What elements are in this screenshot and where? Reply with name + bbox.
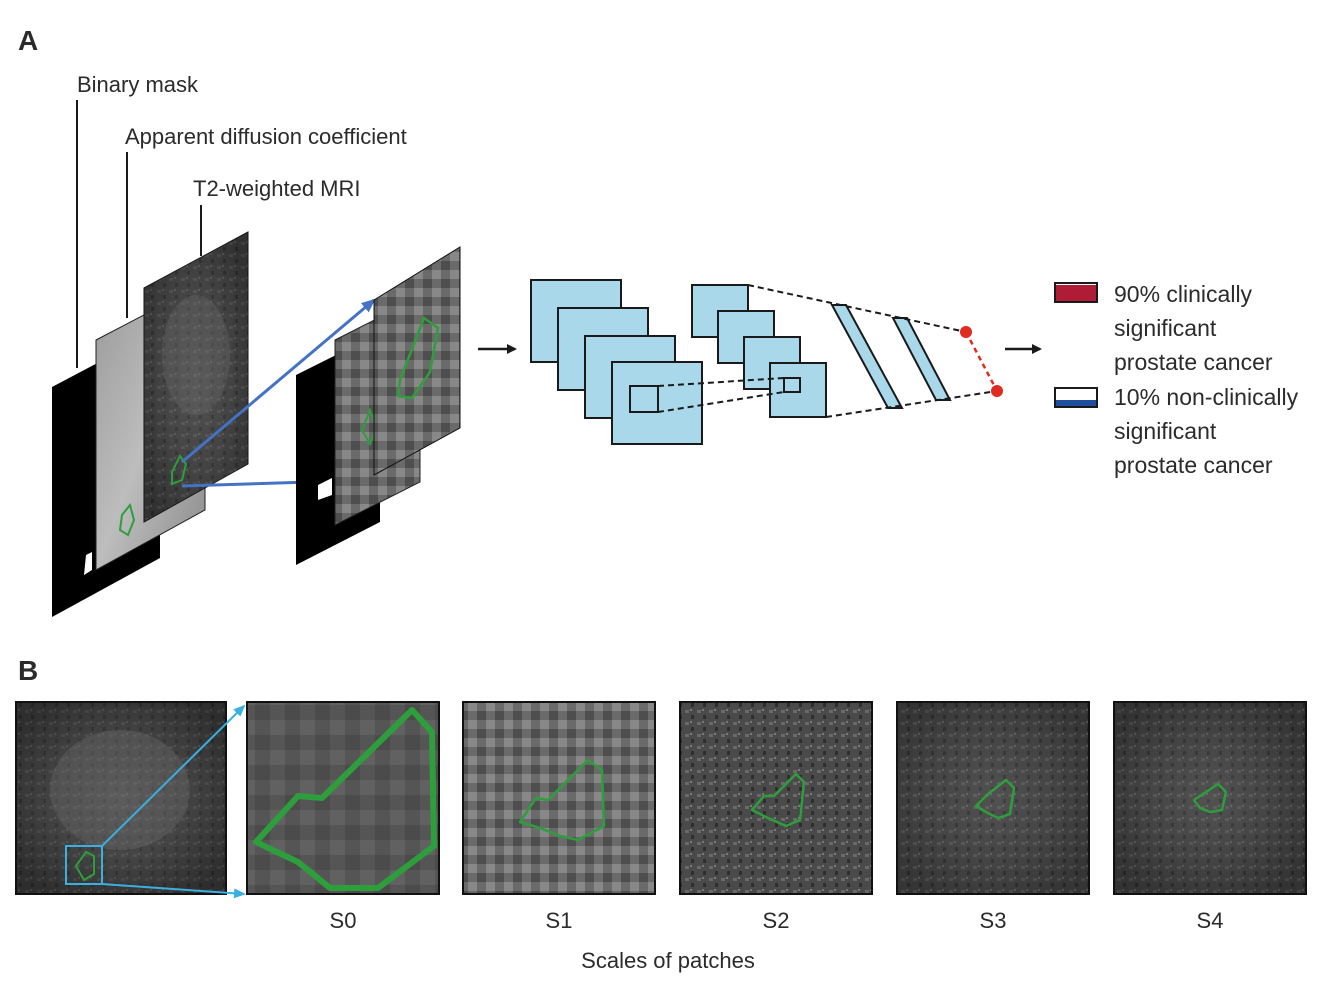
legend-swatch-significant-fill xyxy=(1056,285,1096,301)
patch-s3 xyxy=(896,701,1090,895)
overview-mri-border xyxy=(15,701,227,895)
legend-non-significant-line-2: significant xyxy=(1114,418,1217,444)
patch-s3-shading xyxy=(898,703,1088,893)
t2-contour xyxy=(171,454,188,486)
scale-label-s4: S4 xyxy=(1197,908,1224,933)
scales-caption: Scales of patches xyxy=(581,948,755,973)
label-binary-mask: Binary mask xyxy=(77,72,199,97)
fc-link-top xyxy=(747,284,967,333)
overview-mri xyxy=(15,701,227,895)
legend-non-significant-line-3: prostate cancer xyxy=(1114,452,1273,478)
projection-arrow-top xyxy=(181,298,376,464)
patch-s4-contour xyxy=(1192,782,1228,814)
t2-mri-shading xyxy=(144,232,248,522)
conv-kernel-1 xyxy=(629,385,659,413)
roi-box xyxy=(65,845,103,885)
input-image-stack xyxy=(52,231,249,617)
legend-significant-line-1: 90% clinically xyxy=(1114,281,1253,307)
panel-a-letter: A xyxy=(18,25,38,56)
overview-contour xyxy=(74,850,95,882)
legend-non-significant-line-1: 10% non-clinically xyxy=(1114,384,1299,410)
scale-label-s3: S3 xyxy=(980,908,1007,933)
patch-t2 xyxy=(373,246,461,476)
legend-significant-line-3: prostate cancer xyxy=(1114,349,1273,375)
pool-layer-4 xyxy=(769,362,827,418)
cnn-diagram xyxy=(530,279,1003,445)
overview-gland xyxy=(50,730,190,850)
patch-mask-white xyxy=(318,478,332,500)
kernel-link-top xyxy=(657,377,785,387)
patch-s0-image xyxy=(246,701,440,895)
legend-swatch-non-significant-fill xyxy=(1056,400,1096,406)
scale-label-s1: S1 xyxy=(546,908,573,933)
fc-link-bottom xyxy=(825,390,998,418)
output-link xyxy=(964,331,999,392)
patch-s2-contour xyxy=(750,772,806,828)
zoom-arrow-top xyxy=(101,704,246,847)
patch-s0 xyxy=(246,701,440,895)
patch-s1 xyxy=(462,701,656,895)
output-node-2 xyxy=(991,385,1003,397)
patch-s3-contour xyxy=(974,778,1016,820)
mask-white-spot xyxy=(84,552,92,575)
patch-s2-image xyxy=(679,701,873,895)
t2-gland xyxy=(162,295,230,415)
label-t2-mri: T2-weighted MRI xyxy=(193,176,361,201)
overview-mri-shading xyxy=(16,702,226,894)
fc-layer-1 xyxy=(830,304,904,409)
patch-stack xyxy=(296,246,461,565)
zoom-arrow-bottom xyxy=(101,883,246,899)
patch-s1-image xyxy=(462,701,656,895)
output-legend: 90% clinically significant prostate canc… xyxy=(1054,281,1299,478)
adc-contour xyxy=(118,502,136,537)
panel-b-letter: B xyxy=(18,655,38,686)
label-adc: Apparent diffusion coefficient xyxy=(125,124,407,149)
patch-s1-contour xyxy=(518,758,606,842)
legend-significant-line-2: significant xyxy=(1114,315,1217,341)
scale-label-s2: S2 xyxy=(763,908,790,933)
patch-t2-contour xyxy=(396,316,440,400)
fc-layer-2 xyxy=(891,317,952,401)
kernel-link-bottom xyxy=(657,391,785,413)
patch-s2 xyxy=(679,701,873,895)
output-node-1 xyxy=(960,326,972,338)
conv-kernel-2 xyxy=(783,377,801,393)
patch-s4-shading xyxy=(1115,703,1305,893)
scale-label-s0: S0 xyxy=(330,908,357,933)
patch-s0-contour xyxy=(253,707,437,891)
patch-s4 xyxy=(1113,701,1307,895)
